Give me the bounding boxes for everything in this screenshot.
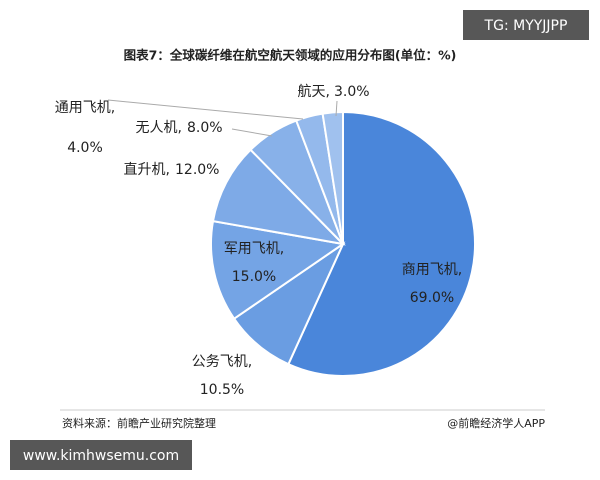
source: 资料来源：前瞻产业研究院整理: [62, 416, 216, 430]
chart-title: 图表7：全球碳纤维在航空航天领域的应用分布图(单位：%): [124, 48, 457, 63]
pie-slice: [287, 110, 476, 377]
slice-label: 商用飞机,: [402, 262, 462, 278]
slice-label: 无人机,: [136, 120, 182, 136]
watermark-top: TG: MYYJJPP: [484, 18, 568, 34]
pie-slice: [211, 148, 346, 246]
watermark-bottom: www.kimhwsemu.com: [23, 448, 179, 464]
slice-label: 军用飞机,: [224, 241, 284, 257]
value-label: 69.0%: [410, 290, 454, 306]
value-label: 10.5%: [200, 382, 244, 398]
slice-label: 公务飞机,: [192, 354, 252, 370]
leader-line: [231, 128, 273, 137]
leader-line: [335, 100, 338, 117]
pie: [210, 110, 476, 377]
value-label: 8.0%: [187, 120, 223, 136]
value-label: 3.0%: [334, 84, 370, 100]
slice-label: 通用飞机,: [55, 100, 115, 116]
pie-slice: [321, 110, 344, 245]
leader-line: [107, 99, 304, 120]
value-label: 4.0%: [67, 140, 103, 156]
value-label: 12.0%: [175, 162, 219, 178]
watermark-box: [463, 10, 589, 40]
credit: @前瞻经济学人APP: [447, 416, 545, 430]
watermark-box: [10, 440, 192, 470]
pie-slice: [210, 219, 346, 321]
slice-label: 航天,: [298, 84, 330, 100]
value-label: 15.0%: [232, 269, 276, 285]
slice-label: 直升机,: [124, 161, 170, 178]
